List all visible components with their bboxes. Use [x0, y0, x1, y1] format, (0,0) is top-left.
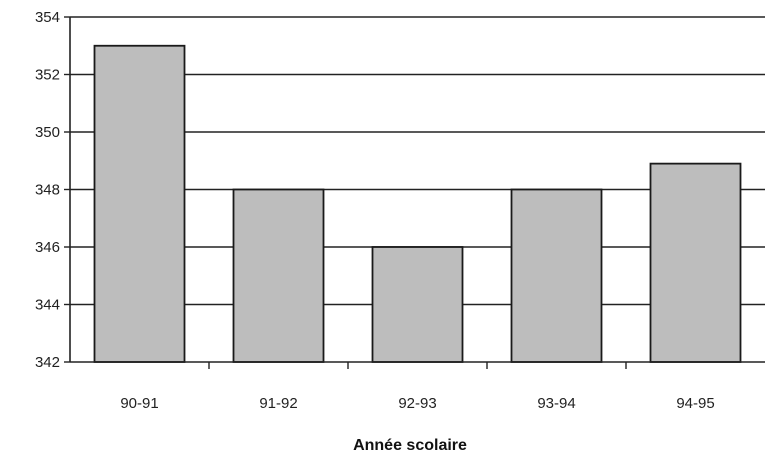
- bar-94-95: [649, 162, 742, 363]
- x-tick-label: 92-93: [398, 395, 436, 412]
- y-tick-label: 346: [35, 239, 60, 256]
- y-tick-label: 348: [35, 182, 60, 199]
- y-tick-label: 354: [35, 9, 60, 26]
- bar-92-93: [371, 246, 464, 363]
- bar-93-94: [510, 188, 603, 363]
- y-tick-label: 344: [35, 297, 60, 314]
- y-tick-label: 352: [35, 67, 60, 84]
- x-tick-label: 91-92: [259, 395, 297, 412]
- x-axis-title: Année scolaire: [353, 437, 467, 454]
- y-tick-label: 350: [35, 124, 60, 141]
- x-tick-label: 90-91: [120, 395, 158, 412]
- bars: [93, 44, 742, 363]
- gridlines: [70, 16, 765, 306]
- axes: [64, 16, 765, 369]
- y-tick-labels: 342 344 346 348 350 352 354: [35, 9, 60, 371]
- x-tick-label: 93-94: [537, 395, 575, 412]
- bar-91-92: [232, 188, 325, 363]
- bar-90-91: [93, 44, 186, 363]
- x-tick-label: 94-95: [676, 395, 714, 412]
- x-tick-labels: 90-91 91-92 92-93 93-94 94-95: [120, 395, 714, 412]
- y-tick-label: 342: [35, 354, 60, 371]
